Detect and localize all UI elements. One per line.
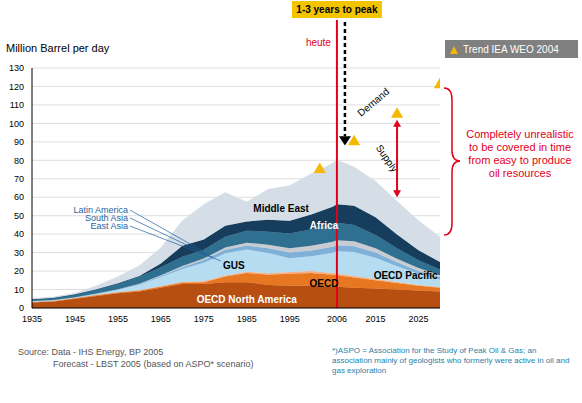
svg-text:OECD: OECD (310, 278, 339, 289)
svg-text:1995: 1995 (280, 314, 300, 324)
svg-text:40: 40 (14, 229, 24, 239)
svg-text:0: 0 (19, 303, 24, 313)
svg-text:10: 10 (14, 285, 24, 295)
svg-text:heute: heute (306, 37, 331, 48)
svg-text:110: 110 (10, 100, 24, 110)
svg-text:East Asia: East Asia (90, 221, 128, 231)
svg-text:South Asia: South Asia (85, 213, 128, 223)
html-text:Completely unrealistic to be c: Completely unrealistic to be covered in … (466, 128, 574, 179)
svg-text:50: 50 (14, 211, 24, 221)
html-text:Forecast - LBST 2005 (based on: Forecast - LBST 2005 (based on ASPO* sce… (53, 359, 254, 369)
svg-text:20: 20 (14, 266, 24, 276)
svg-text:130: 130 (9, 63, 24, 73)
svg-text:Million Barrel per day: Million Barrel per day (8, 42, 110, 54)
svg-text:1-3 years to peak: 1-3 years to peak (296, 4, 378, 15)
svg-text:Africa: Africa (310, 220, 339, 231)
svg-text:1965: 1965 (151, 314, 171, 324)
svg-text:GUS: GUS (223, 260, 245, 271)
svg-text:120: 120 (9, 82, 24, 92)
svg-text:1985: 1985 (237, 314, 257, 324)
svg-text:80: 80 (14, 156, 24, 166)
svg-text:2025: 2025 (409, 314, 429, 324)
svg-text:1945: 1945 (65, 314, 85, 324)
svg-text:2015: 2015 (366, 314, 386, 324)
html-text:*)ASPO = Association for the S: *)ASPO = Association for the Study of Pe… (332, 346, 570, 375)
svg-text:OECD North America: OECD North America (197, 294, 298, 305)
svg-text:OECD Pacific: OECD Pacific (374, 270, 438, 281)
svg-text:1935: 1935 (22, 314, 42, 324)
html-text:Source: Data - IHS Energy, BP: Source: Data - IHS Energy, BP 2005 (18, 347, 164, 357)
svg-text:100: 100 (9, 119, 24, 129)
svg-text:Trend IEA WEO 2004: Trend IEA WEO 2004 (463, 44, 559, 55)
svg-text:30: 30 (14, 248, 24, 258)
svg-text:Supply: Supply (374, 143, 401, 174)
svg-text:Middle East: Middle East (253, 203, 309, 214)
svg-text:2006: 2006 (327, 314, 347, 324)
svg-text:Demand: Demand (355, 86, 391, 119)
svg-text:70: 70 (14, 174, 24, 184)
svg-text:Latin America: Latin America (73, 205, 128, 215)
svg-text:90: 90 (14, 137, 24, 147)
svg-text:1955: 1955 (108, 314, 128, 324)
svg-text:60: 60 (14, 192, 24, 202)
svg-text:1975: 1975 (194, 314, 214, 324)
